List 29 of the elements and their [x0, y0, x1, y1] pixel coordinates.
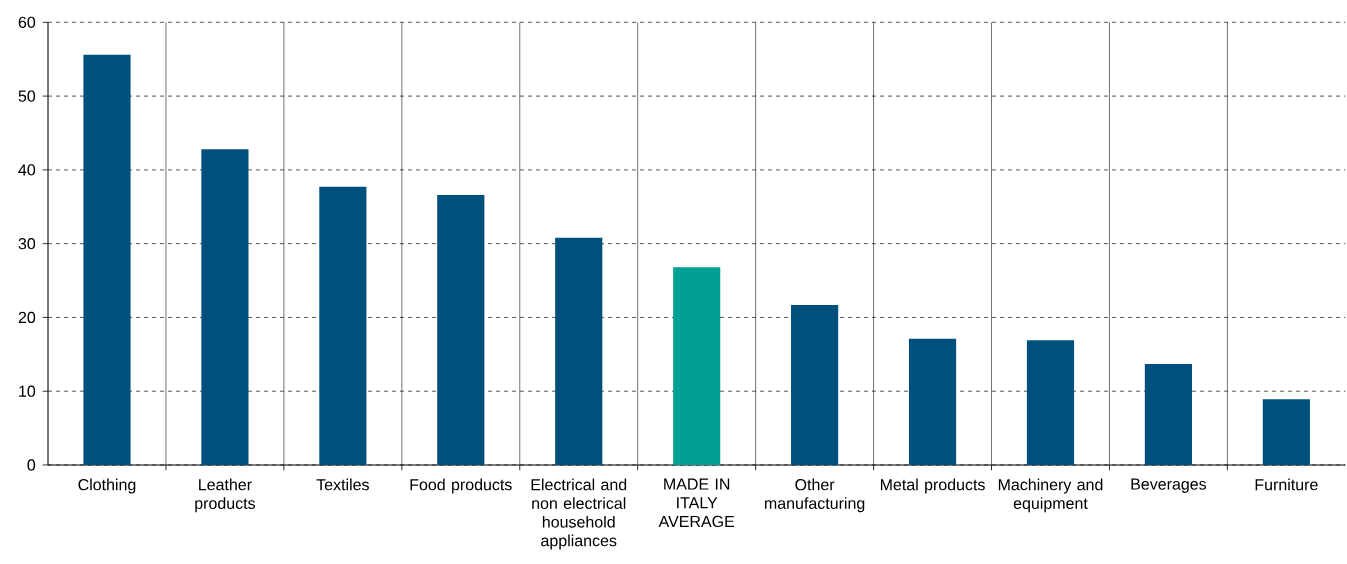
y-tick-label: 0 — [27, 459, 36, 471]
x-tick-label: Electrical and non electrical household appliances — [531, 478, 627, 550]
x-tick-label: Food products — [410, 478, 512, 494]
bar — [1026, 340, 1075, 465]
bar — [1262, 399, 1310, 465]
y-tick-label: 50 — [18, 90, 36, 102]
x-tick-label: Clothing — [78, 478, 136, 494]
x-tick-label: Textiles — [316, 478, 369, 491]
x-tick-label: MADE IN ITALY AVERAGE — [658, 478, 735, 528]
bar — [555, 237, 603, 465]
y-tick-label: 10 — [19, 385, 36, 397]
x-tick-label: Metal products — [880, 478, 985, 494]
bar — [791, 304, 839, 465]
y-tick-label: 60 — [18, 16, 36, 28]
bar — [673, 267, 721, 465]
x-tick-label: Machinery and equipment — [998, 478, 1103, 513]
x-tick-label: Leather products — [195, 478, 256, 513]
x-tick-label: Furniture — [1255, 478, 1318, 491]
x-tick-label: Other manufacturing — [764, 478, 865, 513]
y-tick-label: 20 — [18, 311, 36, 324]
y-tick-label: 40 — [18, 164, 36, 176]
y-tick-label: 30 — [18, 238, 36, 250]
bar — [201, 149, 249, 465]
bar — [908, 338, 957, 465]
bar — [437, 194, 485, 465]
bar — [319, 186, 367, 465]
x-tick-label: Beverages — [1131, 478, 1207, 493]
bar — [83, 54, 131, 465]
bar — [1144, 363, 1193, 465]
